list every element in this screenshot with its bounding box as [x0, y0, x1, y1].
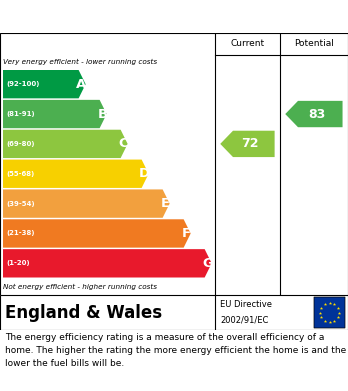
Polygon shape — [220, 131, 275, 157]
Text: Potential: Potential — [294, 39, 334, 48]
Text: Very energy efficient - lower running costs: Very energy efficient - lower running co… — [3, 59, 157, 65]
Text: Energy Efficiency Rating: Energy Efficiency Rating — [9, 9, 230, 24]
Text: 83: 83 — [308, 108, 325, 120]
Text: E: E — [161, 197, 170, 210]
Polygon shape — [3, 189, 169, 218]
Text: (21-38): (21-38) — [6, 230, 34, 237]
Text: D: D — [139, 167, 150, 180]
Text: (1-20): (1-20) — [6, 260, 30, 266]
Text: 72: 72 — [241, 137, 259, 151]
Text: Not energy efficient - higher running costs: Not energy efficient - higher running co… — [3, 284, 157, 290]
Text: B: B — [97, 108, 108, 120]
Text: (39-54): (39-54) — [6, 201, 34, 206]
Text: F: F — [182, 227, 191, 240]
Polygon shape — [3, 160, 149, 188]
Polygon shape — [3, 70, 86, 99]
Polygon shape — [3, 100, 106, 128]
Text: EU Directive: EU Directive — [220, 300, 272, 309]
Polygon shape — [3, 249, 212, 278]
Text: 2002/91/EC: 2002/91/EC — [220, 316, 268, 325]
Polygon shape — [3, 219, 191, 248]
Polygon shape — [3, 130, 128, 158]
Polygon shape — [285, 101, 342, 127]
Text: C: C — [119, 137, 128, 151]
Text: (81-91): (81-91) — [6, 111, 34, 117]
FancyBboxPatch shape — [314, 297, 345, 328]
Text: G: G — [202, 257, 213, 270]
Text: (92-100): (92-100) — [6, 81, 39, 87]
Text: A: A — [76, 78, 87, 91]
Text: England & Wales: England & Wales — [5, 303, 162, 321]
Text: (69-80): (69-80) — [6, 141, 34, 147]
Text: (55-68): (55-68) — [6, 171, 34, 177]
Text: The energy efficiency rating is a measure of the overall efficiency of a home. T: The energy efficiency rating is a measur… — [5, 333, 346, 368]
Text: Current: Current — [230, 39, 264, 48]
